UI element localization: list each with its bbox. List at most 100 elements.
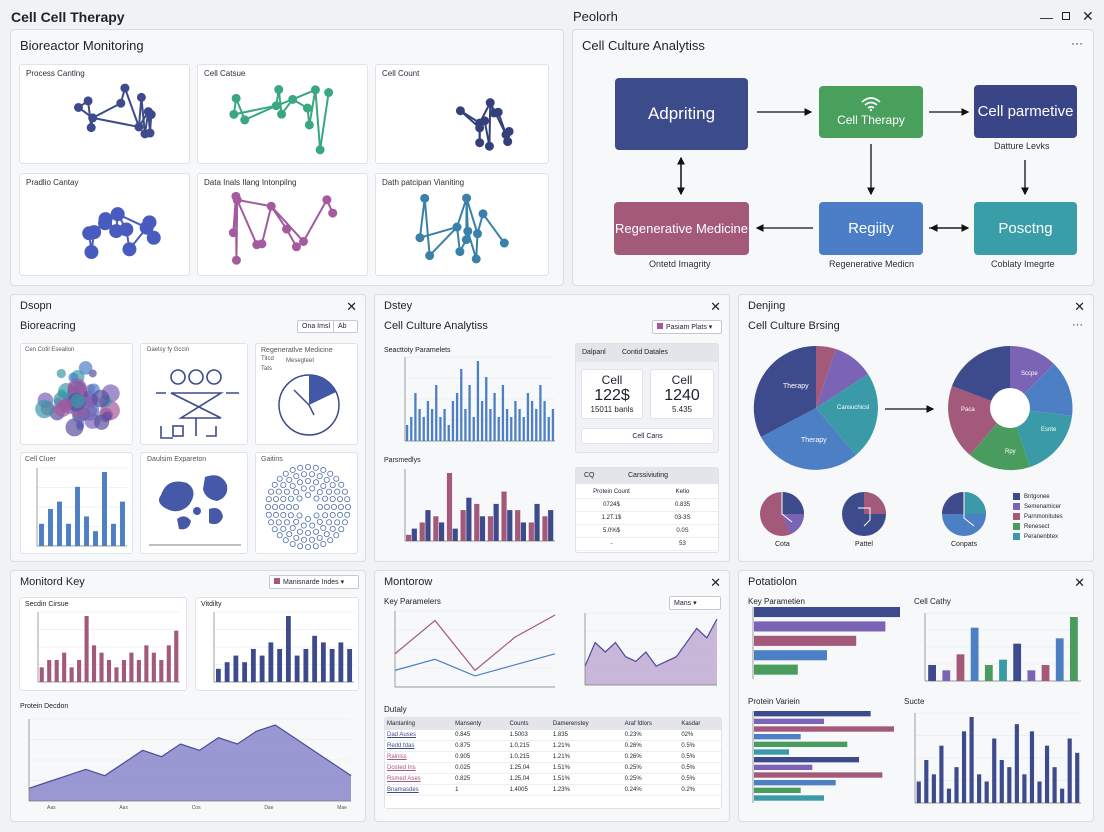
node-adapting[interactable]: Adpriting xyxy=(615,78,748,150)
bar xyxy=(489,409,492,441)
cell-ring xyxy=(301,536,308,543)
panel-title: Potatiolon xyxy=(748,576,797,588)
atom xyxy=(87,225,102,240)
stat-label: Cell xyxy=(671,373,693,387)
clock-label: Titcd xyxy=(261,356,274,362)
atom xyxy=(110,207,125,222)
table-title: Dutaly xyxy=(384,705,407,714)
molecule-card-1[interactable]: Process Cantlng xyxy=(19,64,190,164)
close-icon[interactable]: ✕ xyxy=(1082,8,1094,24)
molecule-card-4[interactable]: Pradlio Cantay xyxy=(19,173,190,276)
cell-ring xyxy=(268,519,275,526)
node-regity[interactable]: Regiity xyxy=(819,202,923,255)
chart-title: Seacttoty Paramelets xyxy=(384,347,451,354)
atom xyxy=(310,85,320,95)
table-row[interactable]: Redd fdas 0.875 1.0,215 1.21% 0.26% 0.5% xyxy=(385,740,721,752)
more-icon[interactable]: ··· xyxy=(1071,36,1083,50)
x-tick: Mae xyxy=(337,805,347,811)
close-icon[interactable]: ✕ xyxy=(1074,299,1085,314)
diagram-card[interactable]: Daetsy fy Gccin xyxy=(140,343,248,445)
molecule-card-2[interactable]: Cell Catsue xyxy=(197,64,368,164)
minimize-icon[interactable]: — xyxy=(1040,10,1053,25)
ring-card[interactable]: Gaitins xyxy=(255,452,358,554)
cell-ring xyxy=(271,481,278,488)
bar-card[interactable]: Cell Cluer xyxy=(20,452,133,554)
chart-card: Vitdilty xyxy=(195,597,359,691)
close-icon[interactable]: ✕ xyxy=(346,299,357,314)
chart-title: Key Paramelers xyxy=(384,597,441,606)
bond xyxy=(428,226,458,257)
stat-table-card: CQ Carssiviuting Protein Count Ketio 0724$… xyxy=(575,467,719,553)
clock-card[interactable]: Regeneratlve Medicine Titcd Mesegteet Ta… xyxy=(255,343,358,445)
atom xyxy=(257,239,267,249)
node-posting[interactable]: Posctng xyxy=(974,202,1077,255)
bar xyxy=(259,655,265,682)
node-cell-parmetive[interactable]: Cell parmetive xyxy=(974,85,1077,138)
node-cell-therapy[interactable]: Cell Therapy xyxy=(819,86,923,138)
bar xyxy=(129,652,134,682)
stat-button[interactable]: Cell Cans xyxy=(581,428,714,444)
close-icon[interactable]: ✕ xyxy=(710,575,721,590)
table-row[interactable]: Rsmed Ases 0.825 1.25,04 1.51% 0.25% 0.5% xyxy=(385,773,721,785)
bar xyxy=(507,510,513,541)
bond xyxy=(92,102,122,119)
potatiolon-panel: Potatiolon ✕ Key Parametien Cell Cathy P… xyxy=(738,570,1094,822)
table-header-cell: Counts xyxy=(507,718,551,730)
bar xyxy=(928,665,936,681)
bar xyxy=(405,425,409,441)
table-row[interactable]: Dad Auses 0.845 1.5003 1.835 0.23% 02% xyxy=(385,730,721,741)
table-cell: 1.21% xyxy=(550,740,623,752)
blob-card[interactable]: Daulsim Expareton xyxy=(140,452,248,554)
molecule-card-3[interactable]: Cell Count xyxy=(375,64,549,164)
bar xyxy=(924,760,929,803)
close-icon[interactable]: ✕ xyxy=(710,299,721,314)
bar xyxy=(528,522,534,541)
cell-ring xyxy=(324,504,331,511)
bar xyxy=(99,652,104,682)
table-row[interactable]: Rainiss 0.905 1.0,215 1.21% 0.26% 0.5% xyxy=(385,751,721,763)
bond xyxy=(419,226,458,239)
atom xyxy=(134,122,144,132)
table-cell: 0.825 xyxy=(453,773,508,785)
bar xyxy=(224,662,230,682)
node-regenerative[interactable]: Regenerative Medicine xyxy=(614,202,749,255)
bar xyxy=(464,409,467,441)
bar xyxy=(418,409,421,441)
select-dropdown[interactable]: Manisnarde Indes ▾ xyxy=(269,575,359,589)
bar xyxy=(329,649,335,682)
bar xyxy=(77,660,82,682)
card-label: Cell Catsue xyxy=(204,69,246,78)
table-row[interactable]: Bnamasdes 1 1.4005 1.23% 0.24% 0.2% xyxy=(385,784,721,796)
circuit-diagram xyxy=(156,369,239,439)
close-icon[interactable]: ✕ xyxy=(1074,575,1085,590)
chart-title: Secdin Cirsue xyxy=(25,601,69,608)
molecule-image xyxy=(228,191,338,265)
chart-title: Protein Decdon xyxy=(20,703,69,710)
table-row[interactable]: Dosted Ins 0.025 1.25,04 1.51% 0.25% 0.5% xyxy=(385,762,721,774)
atom xyxy=(136,92,146,102)
bar xyxy=(942,670,951,681)
more-icon[interactable]: ··· xyxy=(1072,319,1083,331)
select-dropdown[interactable]: Ona Imsl xyxy=(297,320,336,333)
select-dropdown[interactable]: Pasiam Plats ▾ xyxy=(652,320,722,334)
maximize-icon[interactable] xyxy=(1062,12,1070,20)
legend-swatch xyxy=(1013,503,1020,510)
bar xyxy=(999,760,1004,803)
atom xyxy=(277,109,287,119)
chart-title: Vitdilty xyxy=(201,601,222,608)
bar xyxy=(84,516,89,546)
select-dropdown[interactable]: Mans ▾ xyxy=(669,596,721,610)
swatch-icon xyxy=(274,578,280,584)
table-cell: 0.26% xyxy=(622,751,680,763)
molecule-card-6[interactable]: Dath patcipan Vianiting xyxy=(375,173,549,276)
cell-dot xyxy=(70,393,85,409)
cell-ring xyxy=(272,511,279,518)
molecule-card-5[interactable]: Data Inals Ilang Intonpilng xyxy=(197,173,368,276)
cell-image-card[interactable]: Cen Cotil Eseallon xyxy=(20,343,133,445)
select-dropdown-2[interactable]: Ab xyxy=(333,320,358,333)
bar xyxy=(1052,767,1057,803)
table-cell: 1.0,215 xyxy=(507,751,551,763)
cell-ring xyxy=(293,518,300,525)
bar xyxy=(54,660,59,682)
bar xyxy=(426,401,430,441)
